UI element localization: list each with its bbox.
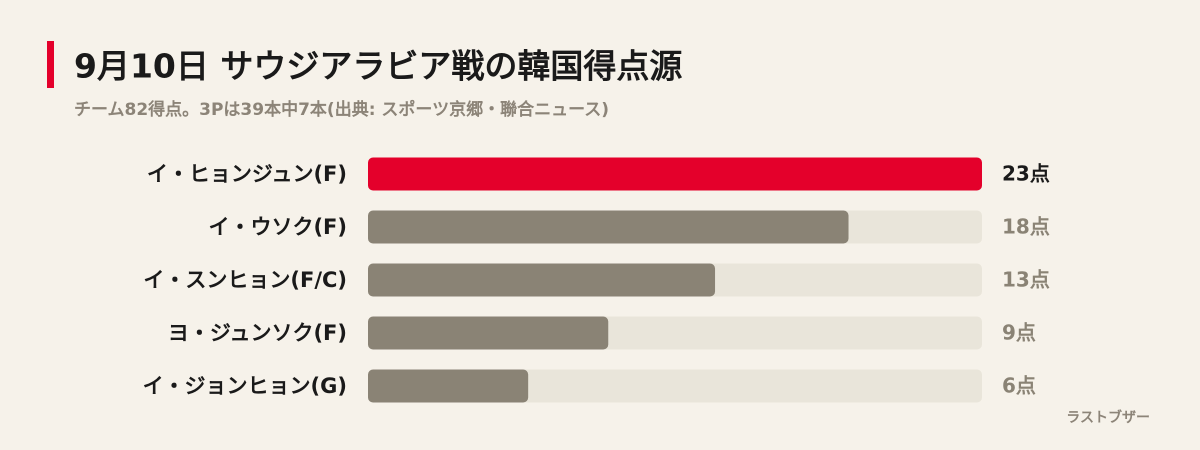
source: ラストブザー: [1066, 409, 1150, 426]
value-label: 18点: [1002, 215, 1050, 239]
bar: [368, 316, 609, 350]
bar: [368, 157, 982, 191]
chart-subtitle: チーム82得点。3Pは39本中7本(出典: スポーツ京郷・聯合ニュース): [74, 99, 609, 120]
bar: [368, 369, 529, 403]
bar: [368, 263, 716, 297]
category-label: ヨ・ジュンソク(F): [168, 321, 347, 345]
category-label: イ・スンヒョン(F/C): [143, 268, 347, 292]
category-label: イ・ヒョンジュン(F): [147, 162, 347, 186]
value-label: 23点: [1002, 162, 1050, 186]
value-label: 6点: [1002, 374, 1036, 398]
category-label: イ・ウソク(F): [208, 215, 347, 239]
value-label: 9点: [1002, 321, 1036, 345]
title-accent: [47, 41, 54, 88]
value-label: 13点: [1002, 268, 1050, 292]
bar: [368, 210, 849, 244]
category-label: イ・ジョンヒョン(G): [143, 374, 347, 398]
chart-title: 9月10日 サウジアラビア戦の韓国得点源: [74, 47, 682, 86]
